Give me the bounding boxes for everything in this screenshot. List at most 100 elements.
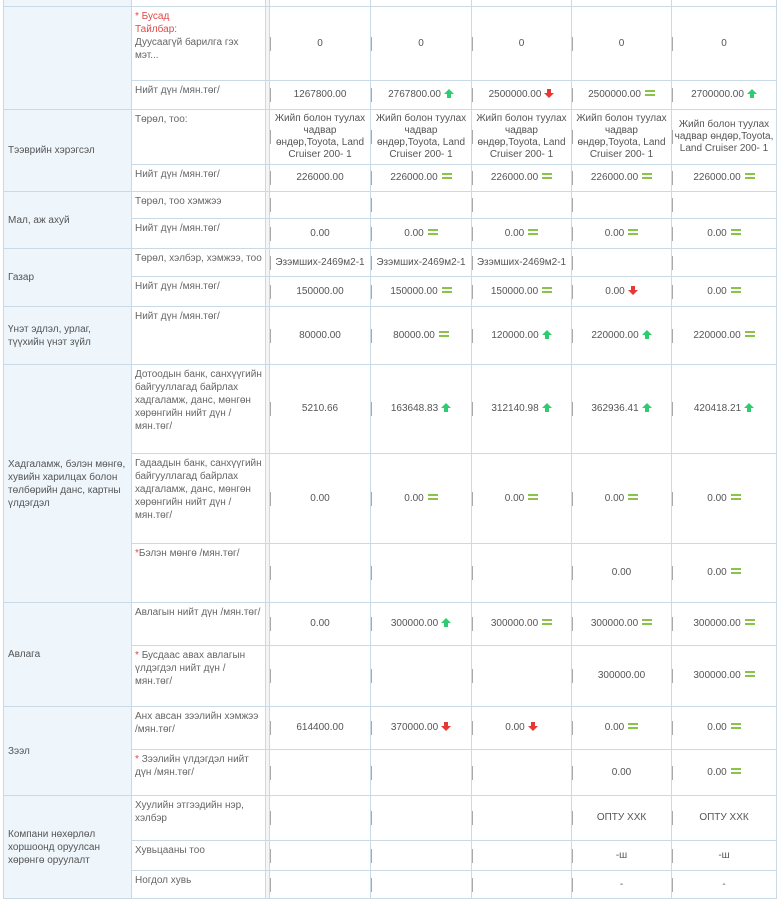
value-cell: 0 [269, 6, 371, 81]
value-cell: 300000.00 [571, 645, 672, 707]
trend-equal-icon [542, 173, 553, 179]
value-cell: 163648.83 [370, 364, 472, 454]
total-cell: 0.00 [269, 602, 371, 646]
value-cell: 0.00 [269, 453, 371, 544]
value-cell: 312140.98 [471, 364, 572, 454]
value-cell [471, 645, 572, 707]
total-label: Авлагын нийт дүн /мян.төг/ [131, 602, 266, 646]
loan-remainder-label: * Зээлийн үлдэгдэл нийт дүн /мян.төг/ [131, 749, 266, 796]
total-cell: 0.00 [671, 276, 777, 307]
type-cell: Жийп болон туулах чадвар өндөр,Toyota, L… [471, 109, 572, 165]
type-cell: Жийп болон туулах чадвар өндөр,Toyota, L… [269, 109, 371, 165]
trend-equal-icon [744, 671, 755, 677]
value-cell [269, 543, 371, 603]
trend-up-icon [541, 329, 552, 339]
trend-equal-icon [730, 286, 741, 293]
total-cell: 226000.00 [269, 164, 371, 192]
total-cell: 0.00 [370, 218, 472, 249]
trend-equal-icon [542, 619, 553, 625]
category-land: Газар [3, 248, 132, 307]
value-cell: 370000.00 [370, 706, 472, 750]
trend-up-icon [443, 89, 454, 98]
type-cell: Эзэмших-2469м2-1 [370, 248, 472, 277]
category-company: Компани нөхөрлөл хоршоонд оруулсан хөрөн… [3, 795, 132, 899]
category-receivable: Авлага [3, 602, 132, 707]
total-cell: 300000.00 [370, 602, 472, 646]
category-valuables: Үнэт эдлэл, урлаг, түүхийн үнэт зүйл [3, 306, 132, 365]
total-cell: 0.00 [471, 218, 572, 249]
value-cell [269, 645, 371, 707]
value-cell: 0.00 [671, 543, 777, 603]
trend-up-icon [441, 403, 452, 412]
value-cell [269, 840, 371, 871]
trend-equal-icon [441, 173, 452, 179]
value-cell [370, 870, 472, 899]
other-label: * Бусад Тайлбар: Дуусаагүй барилга гэх м… [131, 6, 266, 81]
total-cell: 220000.00 [571, 306, 672, 365]
value-cell: 0 [671, 6, 777, 81]
trend-equal-icon [628, 228, 639, 235]
trend-equal-icon [730, 723, 741, 729]
trend-equal-icon [730, 493, 741, 500]
trend-equal-icon [528, 493, 539, 500]
company-name-label: Хуулийн этгээдийн нэр, хэлбэр [131, 795, 266, 841]
value-cell: - [671, 870, 777, 899]
total-cell: 2700000.00 [671, 80, 777, 110]
value-cell: 614400.00 [269, 706, 371, 750]
type-cell: Эзэмших-2469м2-1 [471, 248, 572, 277]
value-cell: 0.00 [370, 453, 472, 544]
value-cell: 362936.41 [571, 364, 672, 454]
total-cell: 0.00 [571, 276, 672, 307]
value-cell: 420418.21 [671, 364, 777, 454]
value-cell: 0.00 [671, 706, 777, 750]
total-label: Нийт дүн /мян.төг/ [131, 276, 266, 307]
total-cell: 2500000.00 [571, 80, 672, 110]
total-label: Нийт дүн /мян.төг/ [131, 218, 266, 249]
value-cell [471, 749, 572, 796]
foreign-label: Гадаадын банк, санхүүгийн байгууллагад б… [131, 453, 266, 544]
value-cell: 0.00 [671, 453, 777, 544]
trend-up-icon [441, 618, 452, 627]
value-cell: -ш [571, 840, 672, 871]
domestic-label: Дотоодын банк, санхүүгийн байгууллагад б… [131, 364, 266, 454]
value-cell [269, 795, 371, 841]
trend-up-icon [744, 403, 755, 412]
total-cell: 226000.00 [571, 164, 672, 192]
trend-equal-icon [744, 619, 755, 625]
value-cell: 0 [370, 6, 472, 81]
trend-down-icon [544, 89, 555, 98]
type-label: Төрөл, тоо: [131, 109, 266, 165]
total-cell: 226000.00 [671, 164, 777, 192]
trend-equal-icon [542, 286, 553, 293]
type-cell: Жийп болон туулах чадвар өндөр,Toyota, L… [571, 109, 672, 165]
trend-equal-icon [628, 493, 639, 500]
trend-equal-icon [628, 723, 639, 729]
trend-equal-icon [642, 619, 653, 625]
value-cell [269, 870, 371, 899]
trend-equal-icon [744, 330, 755, 337]
type-cell: Эзэмших-2469м2-1 [269, 248, 371, 277]
total-cell: 2767800.00 [370, 80, 472, 110]
trend-up-icon [641, 329, 652, 339]
type-cell: Жийп болон туулах чадвар өндөр,Toyota, L… [671, 109, 777, 165]
total-cell: 150000.00 [269, 276, 371, 307]
trend-equal-icon [427, 493, 438, 500]
value-cell: 0 [571, 6, 672, 81]
total-cell: 0.00 [571, 218, 672, 249]
value-cell: 0 [471, 6, 572, 81]
type-label: Төрөл, тоо хэмжээ [131, 191, 266, 219]
total-cell: 226000.00 [471, 164, 572, 192]
total-label: Нийт дүн /мян.төг/ [131, 164, 266, 192]
category-savings: Хадгаламж, бэлэн мөнгө, хувийн харилцах … [3, 364, 132, 603]
trend-equal-icon [642, 173, 653, 179]
total-cell: 80000.00 [269, 306, 371, 365]
value-cell [471, 795, 572, 841]
cash-label: *Бэлэн мөнгө /мян.төг/ [131, 543, 266, 603]
value-cell [370, 795, 472, 841]
value-cell: 300000.00 [671, 645, 777, 707]
share-percent-label: Ногдол хувь [131, 870, 266, 899]
value-cell [269, 749, 371, 796]
trend-up-icon [641, 403, 652, 412]
value-cell [471, 543, 572, 603]
trend-up-icon [746, 89, 757, 98]
